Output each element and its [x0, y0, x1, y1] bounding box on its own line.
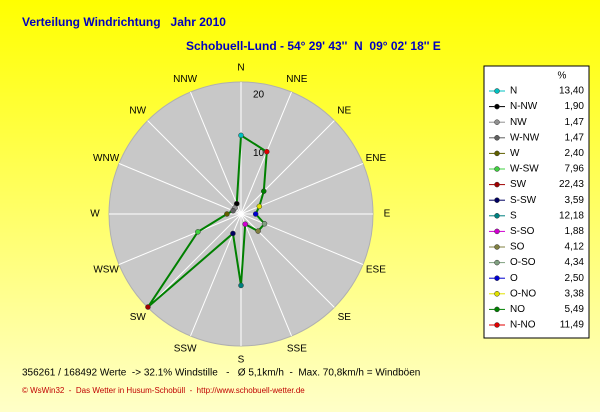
direction-label: WSW [93, 265, 119, 276]
point-marker [261, 188, 267, 194]
legend-value: 5,49 [565, 304, 585, 315]
legend-label: O-SO [510, 257, 536, 268]
chart-subtitle: Schobuell-Lund - 54° 29' 43'' N 09° 02' … [186, 39, 441, 53]
direction-label: ENE [366, 153, 387, 164]
legend-title: % [558, 71, 567, 82]
legend-label: SO [510, 242, 525, 253]
point-marker [255, 228, 261, 234]
legend-label: N-NW [510, 101, 538, 112]
legend-label: NW [510, 117, 527, 128]
spoke [147, 120, 242, 215]
direction-label: W [90, 209, 100, 220]
legend-label: S [510, 210, 517, 221]
legend-value: 1,47 [565, 132, 585, 143]
legend-swatch [494, 103, 500, 110]
r-tick-label: 10 [253, 148, 265, 159]
legend-label: W [510, 148, 520, 159]
legend-swatch [494, 306, 500, 313]
direction-label: NE [337, 105, 351, 116]
point-marker [238, 282, 244, 289]
r-tick-label: 20 [253, 89, 265, 100]
direction-label: SW [130, 312, 147, 323]
direction-label: NW [129, 105, 146, 116]
point-marker [230, 207, 236, 214]
point-marker [145, 304, 151, 310]
legend-label: O [510, 273, 518, 284]
legend-value: 4,34 [565, 257, 585, 268]
legend-swatch [494, 322, 500, 328]
direction-label: E [384, 209, 391, 220]
point-marker [230, 230, 236, 237]
direction-label: NNW [173, 74, 197, 85]
legend-label: O-NO [510, 288, 536, 299]
legend-value: 13,40 [559, 86, 584, 97]
legend-swatch [494, 244, 500, 250]
point-marker [238, 132, 244, 139]
footer-credit: © WsWin32 - Das Wetter in Husum-Schobüll… [22, 386, 305, 395]
spoke [240, 120, 335, 215]
direction-label: NNE [286, 74, 307, 85]
legend-value: 3,38 [565, 288, 585, 299]
spoke [240, 213, 292, 337]
legend-value: 1,90 [565, 101, 585, 112]
legend-value: 7,96 [565, 164, 585, 175]
chart-title: Verteilung Windrichtung Jahr 2010 [22, 15, 226, 29]
point-marker [195, 229, 201, 235]
legend-value: 11,49 [560, 320, 585, 331]
legend-swatch [494, 275, 500, 281]
legend-label: W-SW [510, 164, 539, 175]
legend-label: SW [510, 179, 527, 190]
legend-label: N [510, 86, 517, 97]
legend-swatch [494, 150, 500, 157]
direction-label: S [238, 355, 245, 366]
legend [483, 65, 590, 339]
point-marker [242, 221, 248, 227]
direction-label: ESE [366, 265, 386, 276]
legend-value: 2,40 [565, 148, 585, 159]
spoke [147, 213, 242, 308]
legend-swatch [494, 135, 500, 141]
legend-swatch [494, 291, 500, 297]
point-marker [252, 211, 259, 217]
spoke [118, 163, 242, 215]
direction-label: SE [338, 312, 352, 323]
legend-swatch [494, 181, 500, 188]
legend-label: S-SW [510, 195, 537, 206]
legend-swatch [494, 88, 500, 94]
point-marker [264, 148, 270, 155]
legend-value: 22,43 [559, 179, 584, 190]
legend-label: W-NW [510, 132, 540, 143]
legend-label: N-NO [510, 320, 536, 331]
legend-value: 1,88 [565, 226, 585, 237]
point-marker [261, 220, 268, 227]
point-marker [256, 203, 263, 210]
legend-value: 4,12 [565, 242, 585, 253]
legend-swatch [494, 119, 500, 125]
legend-swatch [494, 259, 500, 266]
legend-value: 12,18 [559, 210, 584, 221]
direction-label: SSE [287, 344, 307, 355]
spoke [118, 213, 242, 265]
legend-swatch [494, 228, 500, 235]
legend-swatch [494, 213, 500, 219]
legend-swatch [494, 166, 500, 172]
spoke [190, 91, 242, 215]
legend-label: NO [510, 304, 525, 315]
direction-label: WNW [93, 153, 120, 164]
direction-label: N [237, 63, 244, 74]
point-marker [224, 211, 230, 217]
legend-swatch [494, 197, 500, 203]
legend-label: S-SO [510, 226, 535, 237]
direction-label: SSW [174, 344, 197, 355]
legend-value: 1,47 [565, 117, 585, 128]
legend-value: 2,50 [565, 273, 585, 284]
spoke [240, 213, 364, 265]
legend-value: 3,59 [565, 195, 585, 206]
footer-stats: 356261 / 168492 Werte -> 32.1% Windstill… [22, 368, 420, 379]
